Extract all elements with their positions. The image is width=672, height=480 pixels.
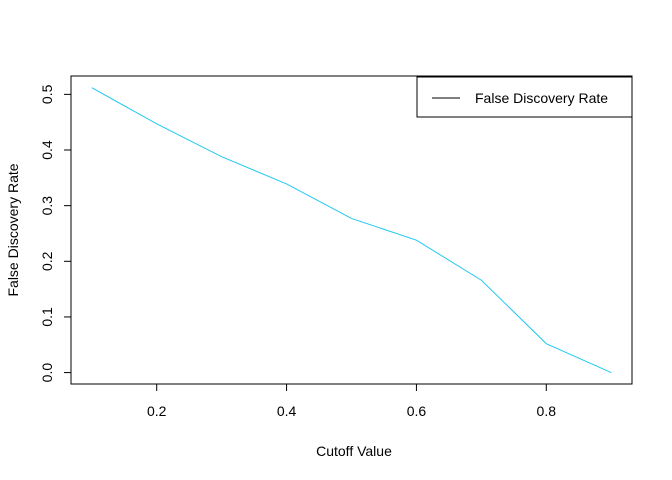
series-line-0 (91, 87, 612, 374)
x-axis: 0.2 0.4 0.6 0.8 (147, 383, 557, 419)
y-tick-label: 0.3 (39, 196, 55, 216)
y-tick-label: 0.2 (39, 251, 55, 271)
x-tick-label: 0.8 (537, 403, 557, 419)
y-tick-label: 0.5 (39, 84, 55, 104)
legend-label: False Discovery Rate (475, 90, 608, 106)
y-tick-label: 0.0 (39, 363, 55, 383)
x-tick-label: 0.4 (277, 403, 297, 419)
x-tick-label: 0.6 (407, 403, 427, 419)
y-tick-label: 0.1 (39, 307, 55, 327)
x-tick-label: 0.2 (147, 403, 167, 419)
legend: False Discovery Rate (416, 76, 633, 118)
y-tick-label: 0.4 (39, 140, 55, 160)
y-axis-title: False Discovery Rate (5, 163, 21, 296)
legend-box (416, 76, 633, 118)
series-layer (91, 87, 612, 374)
x-axis-title: Cutoff Value (316, 443, 392, 459)
y-axis: 0.0 0.1 0.2 0.3 0.4 0.5 (39, 84, 72, 383)
